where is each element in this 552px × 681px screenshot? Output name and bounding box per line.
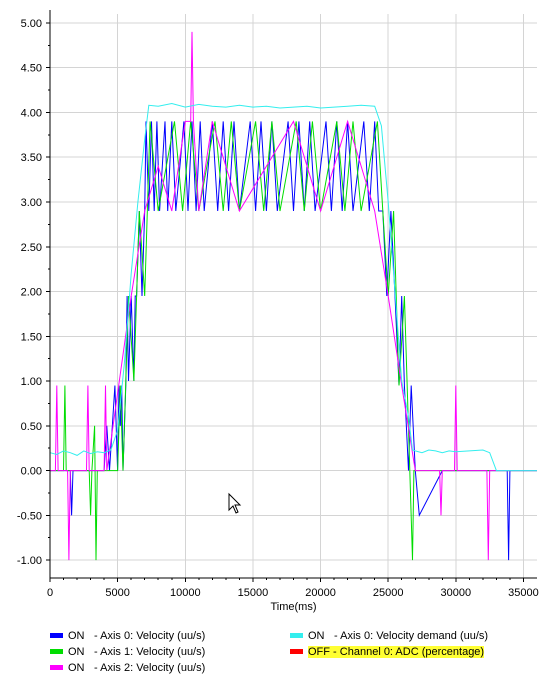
legend-swatch xyxy=(50,664,63,670)
series-lines xyxy=(49,31,537,561)
legend-label: - Axis 0: Velocity (uu/s) xyxy=(94,630,206,642)
legend-label-highlighted: OFF - Channel 0: ADC (percentage) xyxy=(308,646,485,658)
y-tick-label: 1.00 xyxy=(21,376,42,388)
x-tick-label: 25000 xyxy=(373,587,404,599)
legend-status: ON xyxy=(308,630,325,642)
y-tick-label: 0.00 xyxy=(21,466,42,478)
x-axis-title: Time(ms) xyxy=(270,601,316,613)
legend-status: OFF xyxy=(308,646,330,658)
legend-item-channel0-adc[interactable]: OFF - Channel 0: ADC (percentage) xyxy=(290,645,485,659)
x-tick-label: 15000 xyxy=(238,587,269,599)
series-line-1 xyxy=(50,121,537,561)
y-tick-label: 3.00 xyxy=(21,197,42,209)
y-tick-label: 4.50 xyxy=(21,63,42,75)
legend-label: - Axis 0: Velocity demand (uu/s) xyxy=(334,630,489,642)
y-tick-label: -1.00 xyxy=(17,555,42,567)
legend-item-axis0-velocity-demand[interactable]: ON - Axis 0: Velocity demand (uu/s) xyxy=(290,629,488,643)
y-tick-label: 2.50 xyxy=(21,242,42,254)
legend-item-axis2-velocity[interactable]: ON - Axis 2: Velocity (uu/s) xyxy=(50,661,205,675)
x-tick-label: 30000 xyxy=(441,587,472,599)
x-tick-label: 0 xyxy=(47,587,53,599)
y-tick-label: 5.00 xyxy=(21,18,42,30)
y-tick-label: -0.50 xyxy=(17,510,42,522)
x-tick-label: 35000 xyxy=(508,587,539,599)
legend-swatch xyxy=(290,632,303,638)
x-tick-label: 20000 xyxy=(305,587,336,599)
legend-status: ON xyxy=(68,662,85,674)
legend-status: ON xyxy=(68,630,85,642)
y-tick-label: 3.50 xyxy=(21,152,42,164)
y-tick-label: 4.00 xyxy=(21,107,42,119)
y-tick-label: 1.50 xyxy=(21,331,42,343)
axes xyxy=(46,10,537,582)
chart-background xyxy=(0,0,552,626)
series-line-2 xyxy=(50,31,537,561)
mouse-cursor-icon xyxy=(228,492,242,514)
legend-item-axis1-velocity[interactable]: ON - Axis 1: Velocity (uu/s) xyxy=(50,645,205,659)
legend: ON - Axis 0: Velocity (uu/s) ON - Axis 1: … xyxy=(0,626,552,681)
legend-item-axis0-velocity[interactable]: ON - Axis 0: Velocity (uu/s) xyxy=(50,629,205,643)
legend-swatch xyxy=(50,648,63,654)
x-tick-label: 5000 xyxy=(105,587,129,599)
legend-status: ON xyxy=(68,646,85,658)
y-tick-label: 2.00 xyxy=(21,287,42,299)
legend-swatch xyxy=(290,648,303,654)
legend-swatch xyxy=(50,632,63,638)
tick-labels: -1.00 -0.50 0.00 0.50 1.00 1.50 2.00 2.50 3.00 3.… xyxy=(17,18,539,599)
legend-label: - Axis 2: Velocity (uu/s) xyxy=(94,662,206,674)
x-tick-label: 10000 xyxy=(170,587,201,599)
y-tick-label: 0.50 xyxy=(21,421,42,433)
chart: -1.00 -0.50 0.00 0.50 1.00 1.50 2.00 2.50 3.00 3.… xyxy=(0,0,552,626)
legend-label: - Axis 1: Velocity (uu/s) xyxy=(94,646,206,658)
series-line-3 xyxy=(49,102,537,472)
